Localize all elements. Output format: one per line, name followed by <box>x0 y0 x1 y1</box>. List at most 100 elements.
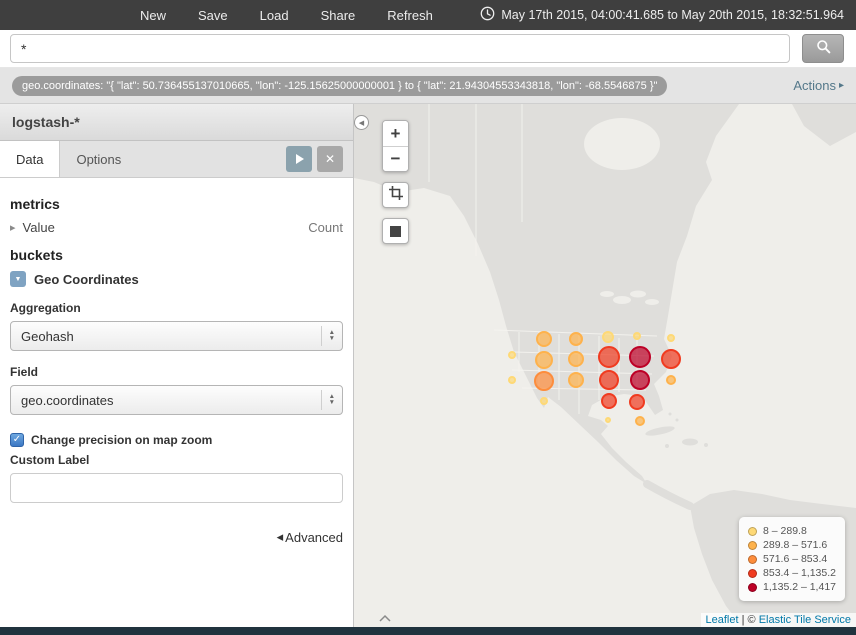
leaflet-link[interactable]: Leaflet <box>705 614 739 626</box>
elastic-tile-service-link[interactable]: Elastic Tile Service <box>758 614 851 626</box>
geohash-marker[interactable] <box>629 394 645 410</box>
geohash-marker[interactable] <box>605 417 611 423</box>
tab-options[interactable]: Options <box>76 151 122 167</box>
legend-row: 571.6 – 853.4 <box>748 553 836 565</box>
tile-map-canvas[interactable]: + − 8 – 289.8 289.8 – 571.6 571.6 – 853.4 8… <box>354 104 856 627</box>
geohash-marker[interactable] <box>602 331 614 343</box>
field-selected-value: geo.coordinates <box>21 392 114 408</box>
time-range-label: May 17th 2015, 04:00:41.685 to May 20th … <box>501 8 844 22</box>
filter-actions-label: Actions <box>793 78 836 93</box>
geohash-marker[interactable] <box>508 376 516 384</box>
advanced-toggle[interactable]: ◂ Advanced <box>10 529 343 545</box>
advanced-label: Advanced <box>285 529 343 545</box>
legend-range: 853.4 – 1,135.2 <box>763 567 836 579</box>
metric-row-value[interactable]: ▸ Value Count <box>10 220 343 235</box>
custom-label-label: Custom Label <box>10 453 90 467</box>
legend-dot <box>748 554 758 564</box>
field-label: Field <box>10 365 39 379</box>
legend-range: 8 – 289.8 <box>763 525 807 537</box>
draw-rectangle-filter-button[interactable] <box>382 182 409 208</box>
fit-data-bounds-button[interactable] <box>382 218 409 244</box>
editor-content: metrics ▸ Value Count buckets ▼ Geo Coor… <box>0 178 353 545</box>
geohash-marker[interactable] <box>666 375 676 385</box>
legend-range: 1,135.2 – 1,417 <box>763 581 836 593</box>
chevron-down-icon[interactable]: ▼ <box>10 271 26 287</box>
geohash-marker[interactable] <box>569 332 583 346</box>
field-select[interactable]: geo.coordinates ▲ ▼ <box>10 385 343 415</box>
editor-action-buttons: ✕ <box>286 141 353 177</box>
nav-item-refresh[interactable]: Refresh <box>387 7 433 23</box>
custom-label-input[interactable] <box>10 473 343 503</box>
metric-agg-type: Count <box>308 220 343 235</box>
map-markers <box>354 104 856 627</box>
geohash-marker[interactable] <box>661 349 681 369</box>
geohash-marker[interactable] <box>508 351 516 359</box>
aggregation-selected-value: Geohash <box>21 328 74 344</box>
bottom-bar <box>0 627 856 635</box>
geohash-marker[interactable] <box>540 397 548 405</box>
geohash-marker[interactable] <box>535 351 553 369</box>
bucket-label: Geo Coordinates <box>34 271 139 287</box>
precision-checkbox-row: ✓ Change precision on map zoom <box>10 433 343 447</box>
metrics-heading: metrics <box>10 196 60 212</box>
apply-changes-button[interactable] <box>286 146 312 172</box>
geohash-marker[interactable] <box>568 351 584 367</box>
geohash-marker[interactable] <box>601 393 617 409</box>
geohash-marker[interactable] <box>598 346 620 368</box>
nav-item-new[interactable]: New <box>140 7 167 23</box>
zoom-control: + − <box>382 120 409 172</box>
attribution-separator: | © <box>738 614 759 626</box>
legend-row: 289.8 – 571.6 <box>748 539 836 551</box>
editor-tabs: Data Options ✕ <box>0 141 353 178</box>
legend-dot <box>748 540 758 550</box>
clock-icon <box>480 6 495 24</box>
geohash-marker[interactable] <box>599 370 619 390</box>
aggregation-select[interactable]: Geohash ▲ ▼ <box>10 321 343 351</box>
aggregation-label: Aggregation <box>10 301 81 315</box>
nav-item-save[interactable]: Save <box>198 7 228 23</box>
filter-bar: geo.coordinates: "{ "lat": 50.7364551370… <box>0 68 856 104</box>
precision-checkbox[interactable]: ✓ <box>10 433 24 447</box>
nav-item-share[interactable]: Share <box>320 7 356 23</box>
filter-actions-button[interactable]: Actions ▸ <box>793 78 844 93</box>
sidebar-collapse-toggle[interactable]: ◀ <box>354 115 369 130</box>
search-button[interactable] <box>802 34 844 63</box>
index-pattern-header: logstash-* <box>0 104 353 141</box>
geohash-marker[interactable] <box>635 416 645 426</box>
metric-label: Value <box>22 220 55 235</box>
chevron-left-icon: ◂ <box>276 529 284 544</box>
legend-row: 8 – 289.8 <box>748 525 836 537</box>
search-icon <box>816 39 831 59</box>
legend-range: 571.6 – 853.4 <box>763 553 828 565</box>
geohash-marker[interactable] <box>534 371 554 391</box>
geohash-marker[interactable] <box>633 332 641 340</box>
zoom-out-button[interactable]: − <box>383 146 408 171</box>
crop-icon <box>388 185 403 205</box>
tab-data[interactable]: Data <box>0 141 61 177</box>
search-input[interactable] <box>10 34 790 63</box>
discard-changes-button[interactable]: ✕ <box>317 146 343 172</box>
select-arrows-icon: ▲ ▼ <box>320 390 342 410</box>
bucket-row-geo-coordinates[interactable]: ▼ Geo Coordinates <box>10 271 343 287</box>
select-arrows-icon: ▲ ▼ <box>320 326 342 346</box>
nav-item-load[interactable]: Load <box>259 7 289 23</box>
spy-panel-toggle[interactable] <box>376 611 394 625</box>
legend-dot <box>748 526 758 536</box>
zoom-in-button[interactable]: + <box>383 121 408 146</box>
chevron-right-icon: ▸ <box>10 222 16 234</box>
geohash-marker[interactable] <box>629 346 651 368</box>
square-icon <box>390 225 401 237</box>
geohash-marker[interactable] <box>630 370 650 390</box>
legend-row: 853.4 – 1,135.2 <box>748 567 836 579</box>
visualization-editor-sidebar: logstash-* Data Options ✕ metrics ▸ Valu… <box>0 104 354 627</box>
time-picker[interactable]: May 17th 2015, 04:00:41.685 to May 20th … <box>480 6 844 24</box>
chevron-left-icon: ◀ <box>358 119 365 127</box>
map-attribution: Leaflet | © Elastic Tile Service <box>700 613 856 627</box>
filter-pill[interactable]: geo.coordinates: "{ "lat": 50.7364551370… <box>12 75 668 96</box>
geohash-marker[interactable] <box>667 334 675 342</box>
geohash-marker[interactable] <box>568 372 584 388</box>
nav-items: New Save Load Share Refresh <box>140 8 433 23</box>
geohash-marker[interactable] <box>536 331 552 347</box>
close-icon: ✕ <box>324 152 336 166</box>
